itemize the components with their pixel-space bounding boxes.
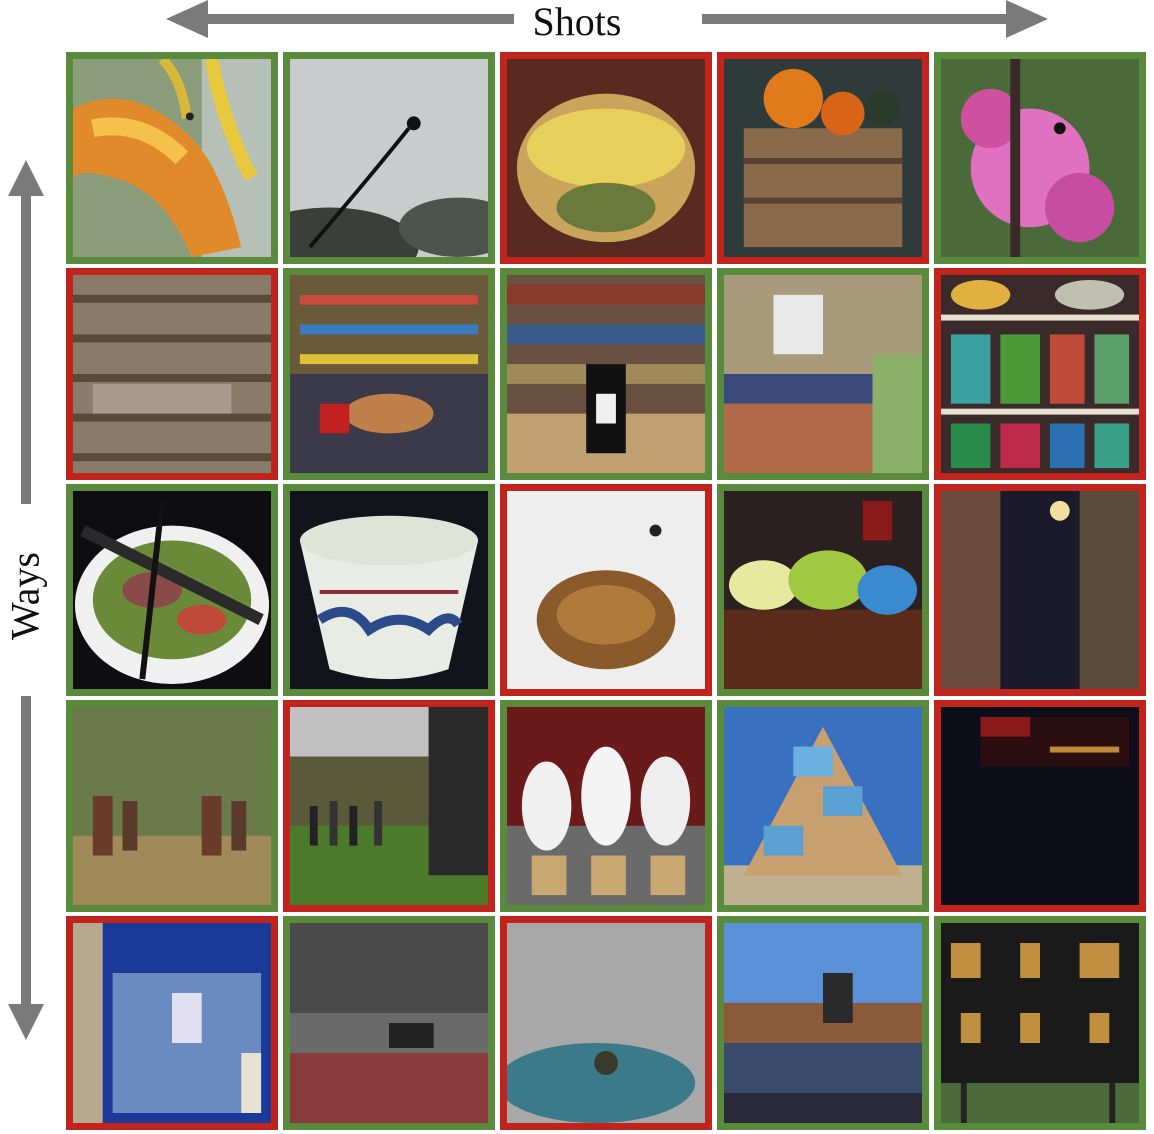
tile-r3c5 (934, 484, 1146, 696)
tile-r5c1 (66, 916, 278, 1130)
pumpkin-crate-image (724, 59, 922, 257)
tile-r2c2 (283, 268, 495, 480)
image-grid (66, 52, 1146, 1130)
glass-bowl-image (507, 59, 705, 257)
mixing-bowls-image (724, 491, 922, 689)
pink-flower-image (941, 59, 1139, 257)
tile-r2c1 (66, 268, 278, 480)
ways-arrow-down (8, 696, 44, 1040)
tile-r4c4 (717, 700, 929, 912)
insect-silhouette-image (290, 59, 488, 257)
stadium-crowd-image (290, 923, 488, 1123)
people-lawn-image (290, 707, 488, 905)
tile-r4c3 (500, 700, 712, 912)
blue-shopfront-image (73, 923, 271, 1123)
canisters-shelves-image (941, 275, 1139, 473)
tile-r4c5 (934, 700, 1146, 912)
salad-bowl-image (73, 491, 271, 689)
library-shelves-image (941, 491, 1139, 689)
tile-r4c1 (66, 700, 278, 912)
shop-building-image (724, 275, 922, 473)
ceramic-bowl-image (290, 491, 488, 689)
ways-arrow-up (8, 160, 44, 504)
tile-r1c2 (283, 52, 495, 264)
tile-r5c2 (283, 916, 495, 1130)
shots-arrow-right (702, 0, 1048, 38)
hillside-crates-image (73, 707, 271, 905)
tile-r2c5 (934, 268, 1146, 480)
tile-r3c1 (66, 484, 278, 696)
night-scoreboard-image (941, 707, 1139, 905)
tile-r1c3 (500, 52, 712, 264)
crate-sculpture-image (724, 707, 922, 905)
shots-arrow-left (166, 0, 514, 38)
tile-r3c4 (717, 484, 929, 696)
bookshop-cat-image (507, 275, 705, 473)
tile-r3c3 (500, 484, 712, 696)
plate-insect-image (507, 491, 705, 689)
tile-r5c3 (500, 916, 712, 1130)
wooden-pallets-image (73, 275, 271, 473)
toy-chickens-image (507, 707, 705, 905)
flower-ant-image (73, 59, 271, 257)
fly-teal-image (507, 923, 705, 1123)
tile-r1c1 (66, 52, 278, 264)
tile-r5c4 (717, 916, 929, 1130)
tile-r5c5 (934, 916, 1146, 1130)
tile-r1c5 (934, 52, 1146, 264)
tile-r3c2 (283, 484, 495, 696)
tile-r1c4 (717, 52, 929, 264)
tile-r2c3 (500, 268, 712, 480)
scoreboard-image (941, 923, 1139, 1123)
tile-r4c2 (283, 700, 495, 912)
baseball-stadium-image (724, 923, 922, 1123)
tile-r2c4 (717, 268, 929, 480)
shots-axis-label: Shots (532, 0, 622, 44)
store-cat-image (290, 275, 488, 473)
